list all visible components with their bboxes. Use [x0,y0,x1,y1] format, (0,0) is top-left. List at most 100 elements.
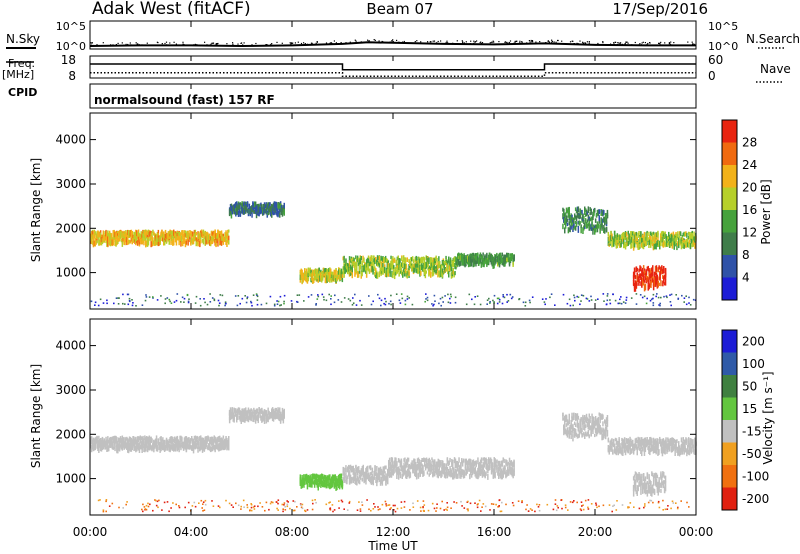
nsky-tick-bottom-left: 10^0 [56,40,86,53]
heatmap-cell [416,269,418,274]
heatmap-cell [201,231,204,236]
near-range-speck [635,303,638,305]
heatmap-cell [90,439,93,444]
heatmap-cell [283,202,285,209]
heatmap-cell [575,209,578,214]
heatmap-cell [401,270,403,276]
heatmap-cell [90,239,92,244]
heatmap-cell [369,472,372,476]
heatmap-cell [657,267,659,273]
heatmap-cell [151,438,153,443]
heatmap-cell [96,235,98,243]
heatmap-cell [411,256,414,261]
heatmap-cell [185,232,188,238]
freq-tick-top-left: 18 [61,53,76,67]
nsky-point [693,43,695,45]
heatmap-cell [131,231,133,239]
nsky-point [519,42,521,44]
heatmap-cell [428,473,430,477]
heatmap-cell [221,234,224,241]
near-range-speck [183,297,186,300]
heatmap-cell [653,277,656,284]
heatmap-cell [206,235,208,241]
heatmap-cell [145,444,148,448]
heatmap-cell [635,284,638,289]
heatmap-cell [222,240,225,245]
heatmap-cell [442,259,445,266]
heatmap-cell [321,272,324,279]
heatmap-cell [261,408,263,415]
heatmap-cell [136,240,139,246]
heatmap-cell [182,240,184,247]
heatmap-cell [385,479,387,486]
heatmap-cell [119,436,122,442]
near-range-speck [572,304,574,307]
near-range-speck [579,303,581,306]
heatmap-cell [115,236,117,240]
heatmap-cell [200,445,203,450]
heatmap-cell [604,227,606,233]
nsky-point [669,43,671,45]
heatmap-cell [673,243,675,250]
heatmap-cell [687,235,690,240]
heatmap-cell [301,474,303,481]
near-range-speck [683,301,685,303]
nsky-point [217,42,219,45]
heatmap-cell [654,271,657,275]
heatmap-cell [584,206,586,211]
nsky-point [381,40,383,43]
near-range-speck [145,296,148,298]
heatmap-cell [280,210,283,215]
heatmap-cell [377,475,379,479]
heatmap-cell [97,440,99,446]
heatmap-cell [416,458,419,464]
heatmap-cell [688,232,691,239]
heatmap-cell [154,444,156,449]
heatmap-cell [424,267,427,273]
heatmap-cell [317,272,319,280]
heatmap-cell [416,266,418,271]
heatmap-cell [263,202,266,206]
heatmap-cell [357,478,359,482]
heatmap-cell [655,279,658,285]
nsky-point [265,44,267,46]
heatmap-cell [423,257,426,263]
heatmap-cell [448,256,450,263]
heatmap-cell [426,471,429,475]
heatmap-cell [108,240,111,246]
heatmap-cell [150,233,152,240]
near-range-speck [273,303,276,306]
heatmap-cell [488,252,491,259]
heatmap-cell [469,473,471,480]
heatmap-cell [162,442,164,447]
near-range-speck [106,299,108,302]
heatmap-cell [382,476,384,481]
heatmap-cell [625,232,628,237]
heatmap-cell [151,444,153,448]
near-range-speck [269,295,272,298]
heatmap-cell [123,232,125,237]
heatmap-cell [584,222,586,228]
heatmap-cell [599,224,601,229]
heatmap-cell [331,275,334,281]
heatmap-cell [276,211,278,217]
heatmap-cell [316,270,319,277]
heatmap-cell [449,469,451,473]
heatmap-cell [356,467,358,473]
heatmap-cell [243,201,245,207]
heatmap-cell [646,238,648,242]
nsky-point [476,40,478,42]
heatmap-cell [194,229,197,237]
heatmap-cell [444,267,446,273]
heatmap-cell [174,236,177,240]
heatmap-cell [140,442,142,450]
heatmap-cell [611,233,613,241]
nsky-point [290,43,292,45]
near-range-speck [440,304,442,307]
heatmap-cell [362,255,364,262]
heatmap-cell [249,210,251,217]
heatmap-cell [428,464,430,471]
near-range-speck [498,298,501,301]
heatmap-cell [195,237,197,241]
heatmap-cell [224,442,226,450]
